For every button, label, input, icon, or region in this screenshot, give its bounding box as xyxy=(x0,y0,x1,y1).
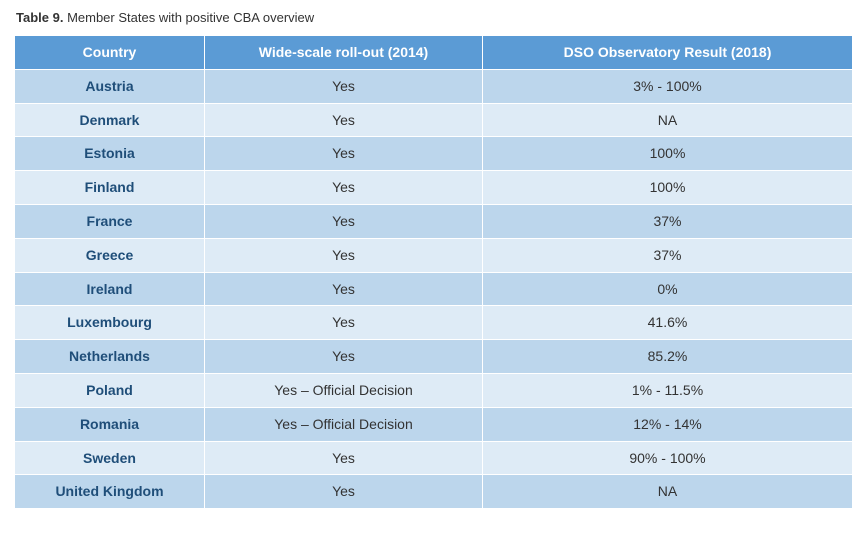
cell-country: United Kingdom xyxy=(15,475,205,509)
cell-rollout: Yes xyxy=(205,340,483,374)
cell-country: Sweden xyxy=(15,441,205,475)
cell-rollout: Yes xyxy=(205,475,483,509)
table-row: NetherlandsYes85.2% xyxy=(15,340,853,374)
table-row: FinlandYes100% xyxy=(15,171,853,205)
cell-country: Estonia xyxy=(15,137,205,171)
cell-country: Denmark xyxy=(15,103,205,137)
col-header-dso: DSO Observatory Result (2018) xyxy=(483,36,853,70)
cell-country: Greece xyxy=(15,238,205,272)
cell-country: Finland xyxy=(15,171,205,205)
cell-dso: 12% - 14% xyxy=(483,407,853,441)
table-row: LuxembourgYes41.6% xyxy=(15,306,853,340)
cell-dso: 100% xyxy=(483,171,853,205)
cell-dso: 100% xyxy=(483,137,853,171)
table-caption-text: Member States with positive CBA overview xyxy=(63,10,314,25)
cell-rollout: Yes – Official Decision xyxy=(205,373,483,407)
table-row: EstoniaYes100% xyxy=(15,137,853,171)
table-row: AustriaYes3% - 100% xyxy=(15,69,853,103)
cell-rollout: Yes xyxy=(205,103,483,137)
cell-country: France xyxy=(15,204,205,238)
cell-country: Austria xyxy=(15,69,205,103)
table-row: RomaniaYes – Official Decision12% - 14% xyxy=(15,407,853,441)
cba-table: Country Wide-scale roll-out (2014) DSO O… xyxy=(14,35,853,509)
cell-dso: 0% xyxy=(483,272,853,306)
table-row: SwedenYes90% - 100% xyxy=(15,441,853,475)
table-row: DenmarkYesNA xyxy=(15,103,853,137)
cell-country: Romania xyxy=(15,407,205,441)
cell-dso: 37% xyxy=(483,238,853,272)
table-body: AustriaYes3% - 100%DenmarkYesNAEstoniaYe… xyxy=(15,69,853,508)
cell-dso: 3% - 100% xyxy=(483,69,853,103)
cell-dso: 1% - 11.5% xyxy=(483,373,853,407)
cell-dso: 90% - 100% xyxy=(483,441,853,475)
table-header-row: Country Wide-scale roll-out (2014) DSO O… xyxy=(15,36,853,70)
cell-rollout: Yes xyxy=(205,306,483,340)
table-row: GreeceYes37% xyxy=(15,238,853,272)
cell-rollout: Yes xyxy=(205,204,483,238)
cell-dso: 37% xyxy=(483,204,853,238)
cell-rollout: Yes xyxy=(205,171,483,205)
cell-dso: NA xyxy=(483,103,853,137)
table-row: FranceYes37% xyxy=(15,204,853,238)
cell-rollout: Yes – Official Decision xyxy=(205,407,483,441)
table-caption: Table 9. Member States with positive CBA… xyxy=(16,10,851,25)
cell-rollout: Yes xyxy=(205,441,483,475)
cell-rollout: Yes xyxy=(205,137,483,171)
cell-rollout: Yes xyxy=(205,238,483,272)
cell-country: Poland xyxy=(15,373,205,407)
table-caption-prefix: Table 9. xyxy=(16,10,63,25)
cell-rollout: Yes xyxy=(205,272,483,306)
table-row: IrelandYes0% xyxy=(15,272,853,306)
cell-dso: 41.6% xyxy=(483,306,853,340)
cell-dso: NA xyxy=(483,475,853,509)
cell-rollout: Yes xyxy=(205,69,483,103)
table-row: PolandYes – Official Decision1% - 11.5% xyxy=(15,373,853,407)
cell-dso: 85.2% xyxy=(483,340,853,374)
col-header-country: Country xyxy=(15,36,205,70)
col-header-rollout: Wide-scale roll-out (2014) xyxy=(205,36,483,70)
cell-country: Netherlands xyxy=(15,340,205,374)
cell-country: Luxembourg xyxy=(15,306,205,340)
cell-country: Ireland xyxy=(15,272,205,306)
table-row: United KingdomYesNA xyxy=(15,475,853,509)
